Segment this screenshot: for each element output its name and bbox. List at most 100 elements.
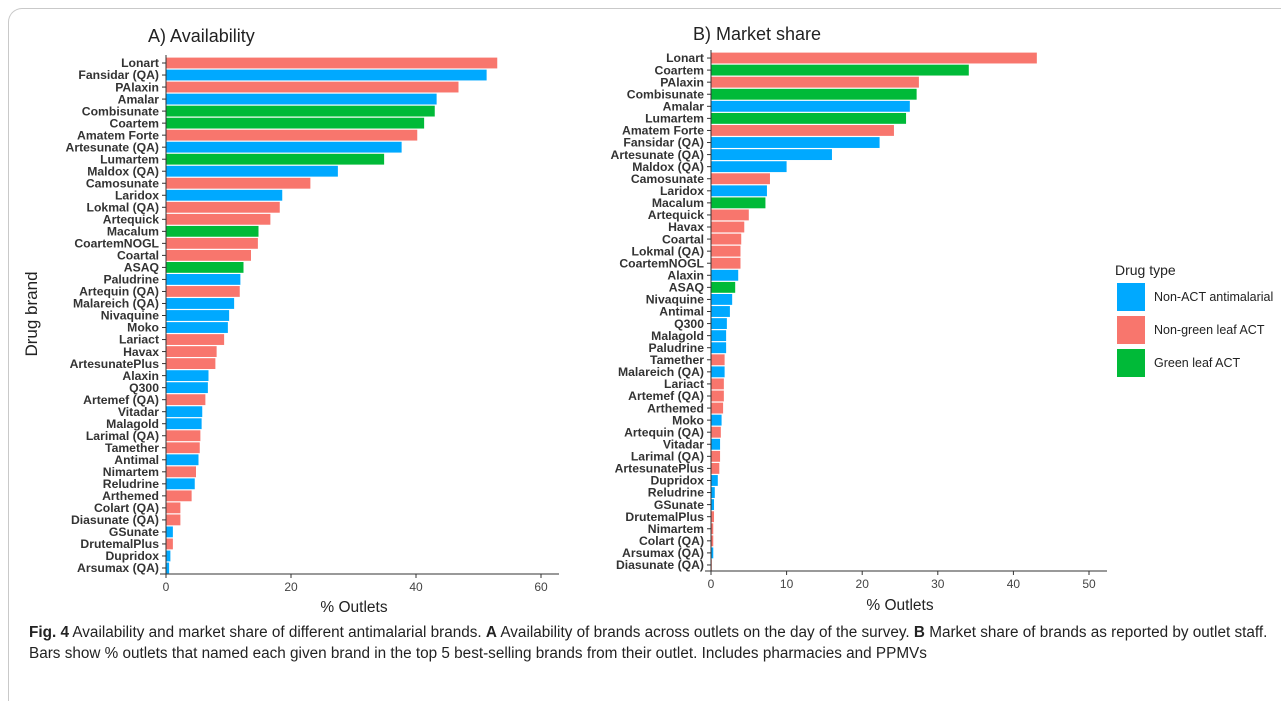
panel-a-y-tick-label: Colart (QA) bbox=[94, 501, 159, 515]
panel-a-bar-arthemed bbox=[166, 490, 192, 502]
panel-a-bar-macalum bbox=[166, 225, 259, 237]
legend-label-green-leaf-act: Green leaf ACT bbox=[1154, 356, 1241, 370]
panel-b-y-tick-label: Nimartem bbox=[648, 522, 704, 536]
panel-b-y-tick-label: Macalum bbox=[652, 196, 704, 210]
panel-a-y-tick-label: Tamether bbox=[105, 441, 159, 455]
panel-a-bar-drutemalplus bbox=[166, 538, 173, 550]
panel-b-bar-artequick bbox=[711, 209, 749, 221]
legend: Drug type Non-ACT antimalarial Non-green … bbox=[1115, 262, 1273, 377]
panel-a-y-tick-label: Arsumax (QA) bbox=[77, 561, 159, 575]
panel-b-bar-moko bbox=[711, 414, 722, 426]
panel-b-bar-maldox-qa bbox=[711, 161, 787, 173]
panel-b-bar-nivaquine bbox=[711, 293, 733, 305]
panel-b-y-tick-label: Havax bbox=[668, 220, 704, 234]
panel-a-bar-arsumax-qa bbox=[166, 562, 170, 574]
panel-b-bar-larimal-qa bbox=[711, 450, 721, 462]
panel-b-bar-arsumax-qa bbox=[711, 547, 714, 559]
legend-swatch-green-leaf-act bbox=[1117, 349, 1145, 377]
panel-a-y-tick-label: PAlaxin bbox=[115, 80, 159, 94]
panel-a-bar-malareich-qa bbox=[166, 298, 235, 309]
panel-b-y-tick-label: Lariact bbox=[664, 377, 704, 391]
panel-b-x-tick-label: 40 bbox=[1007, 577, 1021, 591]
panel-b-bar-gsunate bbox=[711, 499, 715, 511]
panel-b-y-tick-label: Arthemed bbox=[647, 401, 704, 415]
panel-b-y-tick-label: CoartemNOGL bbox=[619, 256, 704, 270]
panel-a-bar-maldox-qa bbox=[166, 165, 338, 177]
panel-a-bar-coartem bbox=[166, 117, 425, 129]
panel-a-bar-fansidar-qa bbox=[166, 69, 487, 81]
panel-a-bar-artequin-qa bbox=[166, 286, 240, 297]
panel-a-bar-dupridox bbox=[166, 550, 171, 562]
panel-b-bar-arthemed bbox=[711, 402, 724, 414]
panel-a-bar-havax bbox=[166, 346, 217, 357]
panel-a-x-axis-title: % Outlets bbox=[320, 599, 387, 616]
panel-b-bar-artesunate-qa bbox=[711, 149, 832, 161]
panel-b-bar-nimartem bbox=[711, 523, 714, 535]
panel-a-y-tick-label: Amalar bbox=[118, 92, 160, 106]
panel-b-y-tick-label: DrutemalPlus bbox=[625, 510, 704, 524]
panel-a-bar-artesunateplus bbox=[166, 358, 216, 370]
panel-b-bar-macalum bbox=[711, 197, 766, 209]
panel-a-y-tick-label: Lariact bbox=[119, 333, 159, 347]
panel-b-y-tick-label: Amatem Forte bbox=[622, 124, 704, 138]
panel-a-y-tick-label: Nimartem bbox=[103, 465, 159, 479]
panel-b-y-tick-label: Fansidar (QA) bbox=[623, 136, 704, 150]
panel-a-bar-q300 bbox=[166, 382, 208, 394]
panel-a-bar-diasunate-qa bbox=[166, 514, 181, 526]
panel-b-y-tick-label: Antimal bbox=[659, 305, 704, 319]
panel-a-bar-artemef-qa bbox=[166, 394, 206, 406]
panel-a-y-tick-label: Artesunate (QA) bbox=[66, 140, 159, 154]
panel-a-bar-lonart bbox=[166, 57, 498, 69]
panel-b-y-tick-label: Combisunate bbox=[627, 87, 704, 101]
panel-a-y-tick-label: Macalum bbox=[107, 225, 159, 239]
panel-b-bar-combisunate bbox=[711, 88, 917, 100]
panel-a-y-tick-label: Lokmal (QA) bbox=[87, 200, 159, 214]
panel-b-y-tick-label: Maldox (QA) bbox=[632, 160, 704, 174]
panel-b-bar-coartemnogl bbox=[711, 257, 741, 269]
panel-b-bar-havax bbox=[711, 221, 745, 233]
panel-a-bar-larimal-qa bbox=[166, 430, 201, 442]
panel-a-bar-lokmal-qa bbox=[166, 201, 280, 213]
panel-a-bar-lumartem bbox=[166, 153, 385, 165]
panel-b-x-tick-label: 0 bbox=[708, 577, 715, 591]
panel-a-y-tick-label: DrutemalPlus bbox=[80, 537, 159, 551]
figure-frame bbox=[8, 8, 1281, 701]
panel-a-y-tick-label: Antimal bbox=[114, 453, 159, 467]
panel-a-y-tick-label: Nivaquine bbox=[101, 309, 159, 323]
legend-items: Non-ACT antimalarial Non-green leaf ACT Gr… bbox=[1117, 283, 1273, 377]
panel-a-bar-gsunate bbox=[166, 526, 173, 538]
panel-b-y-tick-label: Camosunate bbox=[631, 172, 704, 186]
panel-a-bar-nimartem bbox=[166, 466, 196, 478]
legend-swatch-non-green-leaf-act bbox=[1117, 316, 1145, 344]
panel-a-bar-lariact bbox=[166, 334, 225, 345]
panel-b-y-tick-label: Nivaquine bbox=[646, 293, 704, 307]
panel-a-bar-palaxin bbox=[166, 81, 459, 93]
panel-b-axes: LonartCoartemPAlaxinCombisunateAmalarLum… bbox=[611, 50, 1107, 591]
panel-b-bar-malagold bbox=[711, 330, 727, 342]
panel-a-y-tick-label: ArtesunatePlus bbox=[70, 357, 160, 371]
panel-b-bar-alaxin bbox=[711, 269, 739, 281]
panel-a-bar-camosunate bbox=[166, 177, 311, 189]
panel-a-y-tick-label: Artequick bbox=[103, 213, 159, 227]
panel-a-y-tick-label: Fansidar (QA) bbox=[78, 68, 159, 82]
panel-a-y-tick-label: Amatem Forte bbox=[77, 128, 159, 142]
panel-b-y-tick-label: Malareich (QA) bbox=[618, 365, 704, 379]
panel-b-x-tick-label: 50 bbox=[1082, 577, 1096, 591]
panel-b-title: B) Market share bbox=[693, 24, 821, 44]
panel-b-bar-palaxin bbox=[711, 76, 919, 88]
panel-a-bar-coartemnogl bbox=[166, 237, 258, 249]
panel-a-y-tick-label: Havax bbox=[123, 345, 159, 359]
panel-b-x-tick-label: 30 bbox=[931, 577, 945, 591]
panel-b-bars bbox=[711, 52, 1037, 571]
panel-a-bar-malagold bbox=[166, 418, 202, 430]
panel-b-x-tick-label: 10 bbox=[780, 577, 794, 591]
panel-b-y-tick-label: Dupridox bbox=[651, 474, 705, 488]
caption-a-label: A bbox=[485, 624, 497, 641]
panel-a-bar-moko bbox=[166, 322, 228, 333]
panel-a-y-tick-label: Alaxin bbox=[122, 369, 159, 383]
panel-a-y-tick-label: Coartal bbox=[117, 249, 159, 263]
panel-b-y-tick-label: Laridox bbox=[660, 184, 704, 198]
panel-a-y-tick-label: Paludrine bbox=[103, 273, 159, 287]
panel-b-y-tick-label: Lonart bbox=[666, 51, 704, 65]
